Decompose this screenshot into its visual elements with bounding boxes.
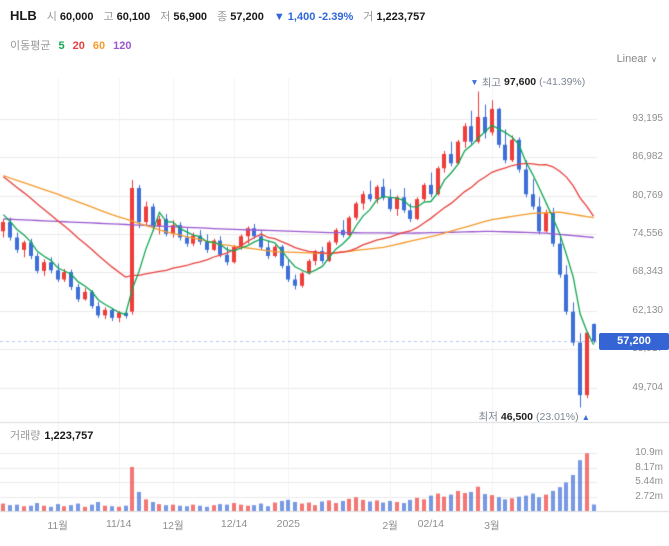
ma60-legend: 60 — [92, 40, 106, 52]
legend-title: 이동평균 — [10, 40, 51, 52]
high-annotation: ▼ 최고 97,600 (-41.39%) — [470, 75, 585, 90]
low-marker-icon: ▲ — [581, 411, 591, 422]
stat-low: 저 56,900 — [160, 8, 207, 24]
low-label: 최저 — [478, 411, 498, 424]
header-stats: HLB 시 60,000 고 60,100 저 56,900 종 57,200 ▼ 1,… — [10, 8, 425, 24]
stat-open: 시 60,000 — [47, 8, 94, 24]
high-label: 최고 — [481, 76, 502, 89]
stat-trade-volume: 거 1,223,757 — [363, 8, 425, 24]
ma5-legend: 5 — [58, 40, 65, 52]
scale-selector[interactable]: Linear ∨ — [617, 53, 657, 65]
volume-value: 1,223,757 — [44, 430, 94, 442]
volume-panel-header: 거래량 1,223,757 — [10, 427, 93, 443]
low-value: 46,500 — [500, 410, 533, 423]
ma120-legend: 120 — [113, 40, 132, 52]
volume-label: 거래량 — [10, 430, 41, 442]
chevron-down-icon: ∨ — [651, 54, 657, 64]
stat-label: 시 — [46, 11, 57, 23]
moving-average-legend: 이동평균 5 20 60 120 — [10, 37, 131, 53]
stat-value: 60,100 — [116, 11, 151, 23]
stat-label: 거 — [363, 11, 374, 23]
stat-label: 종 — [217, 11, 228, 23]
scale-label: Linear — [616, 53, 648, 65]
price-change: ▼ 1,400 -2.39% — [274, 11, 353, 23]
current-price-badge: 57,200 — [599, 332, 669, 350]
low-percent: (23.01%) — [536, 410, 579, 423]
high-value: 97,600 — [504, 76, 537, 89]
stat-label: 저 — [160, 11, 171, 23]
down-arrow-icon: ▼ — [273, 11, 285, 23]
change-value: 1,400 — [287, 11, 316, 23]
low-annotation: 최저 46,500 (23.01%) ▲ — [479, 409, 590, 424]
stat-high: 고 60,100 — [104, 8, 151, 24]
ma20-legend: 20 — [72, 40, 85, 52]
stat-value: 56,900 — [173, 11, 208, 23]
stat-value: 60,000 — [59, 11, 94, 23]
high-percent: (-41.39%) — [539, 76, 586, 89]
stat-close: 종 57,200 — [217, 8, 264, 24]
high-marker-icon: ▼ — [470, 77, 479, 88]
stat-value: 1,223,757 — [376, 11, 426, 23]
stat-value: 57,200 — [230, 11, 264, 23]
change-percent: -2.39% — [318, 11, 354, 23]
stat-label: 고 — [103, 11, 114, 23]
stock-symbol: HLB — [10, 8, 37, 23]
